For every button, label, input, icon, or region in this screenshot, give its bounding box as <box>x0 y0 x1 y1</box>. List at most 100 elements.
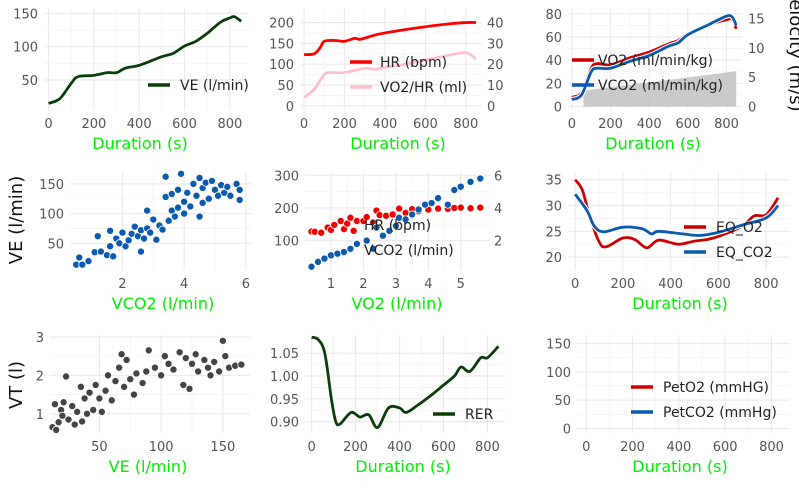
x-tick-label: 200 <box>81 117 106 132</box>
data-point <box>313 257 322 266</box>
x-tick-label: 600 <box>413 117 438 132</box>
data-point <box>195 173 204 182</box>
data-point <box>111 377 120 386</box>
y2-tick-label: 15 <box>748 13 765 28</box>
data-point <box>78 417 87 426</box>
data-point <box>115 363 124 372</box>
data-point <box>186 202 195 211</box>
series-line-2 <box>571 14 738 101</box>
data-point <box>138 379 147 388</box>
data-point <box>143 206 152 215</box>
x-tick-label: 3 <box>392 277 400 292</box>
y-tick-label: 100 <box>546 366 571 381</box>
series-line-1 <box>303 51 477 99</box>
y2-tick-label: 0 <box>487 100 495 115</box>
data-point <box>164 216 173 225</box>
x-tick-label: 400 <box>658 277 683 292</box>
x-tick-label: 0 <box>582 440 590 455</box>
x-tick-label: 800 <box>453 117 478 132</box>
x-tick-label: 0 <box>568 117 576 132</box>
x-tick-label: 50 <box>91 440 108 455</box>
legend-item: VO2/HR (ml) <box>350 80 467 96</box>
data-point <box>434 204 443 213</box>
legend-label: VO2 (ml/min/kg) <box>598 53 713 69</box>
data-point <box>310 227 319 236</box>
x-tick-label: 800 <box>759 440 784 455</box>
y-axis-title: VE (l/min) <box>6 176 27 264</box>
data-point <box>54 418 63 427</box>
data-point <box>466 177 475 186</box>
data-point <box>189 179 198 188</box>
data-point <box>106 242 115 251</box>
x-tick-label: 2 <box>359 277 367 292</box>
data-point <box>91 380 100 389</box>
data-point <box>210 357 219 366</box>
data-point <box>427 199 436 208</box>
data-point <box>456 203 465 212</box>
data-point <box>73 407 82 416</box>
data-point <box>362 213 371 222</box>
data-point <box>150 363 159 372</box>
legend-label: VCO2 (l/min) <box>364 243 454 259</box>
data-point <box>352 239 361 248</box>
data-point <box>85 388 94 397</box>
data-point <box>204 194 213 203</box>
y2-tick-label: 30 <box>487 37 504 52</box>
data-point <box>476 174 485 183</box>
y-tick-label: 50 <box>47 237 64 252</box>
y-tick-label: 30 <box>545 200 562 215</box>
data-point <box>346 244 355 253</box>
data-point <box>369 244 378 253</box>
data-point <box>117 350 126 359</box>
y-tick-label: 100 <box>274 235 299 250</box>
y-tick-label: 0 <box>554 101 562 116</box>
data-point <box>200 355 209 364</box>
y-axis-title: VT (l) <box>6 361 27 409</box>
data-point <box>173 185 182 194</box>
legend-label: HR (bpm) <box>380 55 447 71</box>
data-point <box>96 247 105 256</box>
y2-tick-label: 20 <box>487 58 504 73</box>
data-point <box>191 350 200 359</box>
x-axis-title: Duration (s) <box>350 134 445 153</box>
legend-item: EQ_CO2 <box>684 245 773 261</box>
legend-item: HR (bpm) <box>364 218 431 234</box>
data-point <box>62 372 71 381</box>
data-point <box>167 189 176 198</box>
data-point <box>192 191 201 200</box>
x-axis-title: Duration (s) <box>92 134 187 153</box>
x-tick-label: 400 <box>637 117 662 132</box>
series-line-0 <box>574 178 780 250</box>
data-point <box>194 367 203 376</box>
data-point <box>70 420 79 429</box>
data-point <box>307 262 316 271</box>
y-tick-label: 150 <box>13 7 38 22</box>
data-point <box>169 365 178 374</box>
panel-p9: 0 200 400 600 800 0 50 100 150 Duration (s) PetO2 … <box>546 335 790 476</box>
data-point <box>107 396 116 405</box>
velocity-area <box>583 71 737 107</box>
data-point <box>104 371 113 380</box>
legend-item: PetO2 (mmHG) <box>631 380 769 396</box>
data-point <box>161 172 170 181</box>
data-point <box>177 169 186 178</box>
data-point <box>450 185 459 194</box>
data-point <box>58 411 67 420</box>
series-halo <box>303 19 476 58</box>
x-axis-title: VO2 (l/min) <box>351 294 442 313</box>
data-point <box>183 188 192 197</box>
y-tick-label: 300 <box>274 169 299 184</box>
data-point <box>142 367 151 376</box>
y-tick-label: 0.95 <box>270 393 299 408</box>
data-point <box>64 415 73 424</box>
data-point <box>80 394 89 403</box>
legend-label: PetO2 (mmHG) <box>663 380 769 396</box>
y-tick-label: 0 <box>563 422 571 437</box>
y-tick-label: 1.05 <box>270 347 299 362</box>
panel-p7: 50 100 150 1 2 3 VE (l/min) VT (l) <box>6 331 250 476</box>
data-point <box>378 231 387 240</box>
data-point <box>235 185 244 194</box>
y-tick-label: 1 <box>36 408 44 423</box>
y-tick-label: 150 <box>269 37 294 52</box>
y2-tick-label: 6 <box>494 169 502 184</box>
